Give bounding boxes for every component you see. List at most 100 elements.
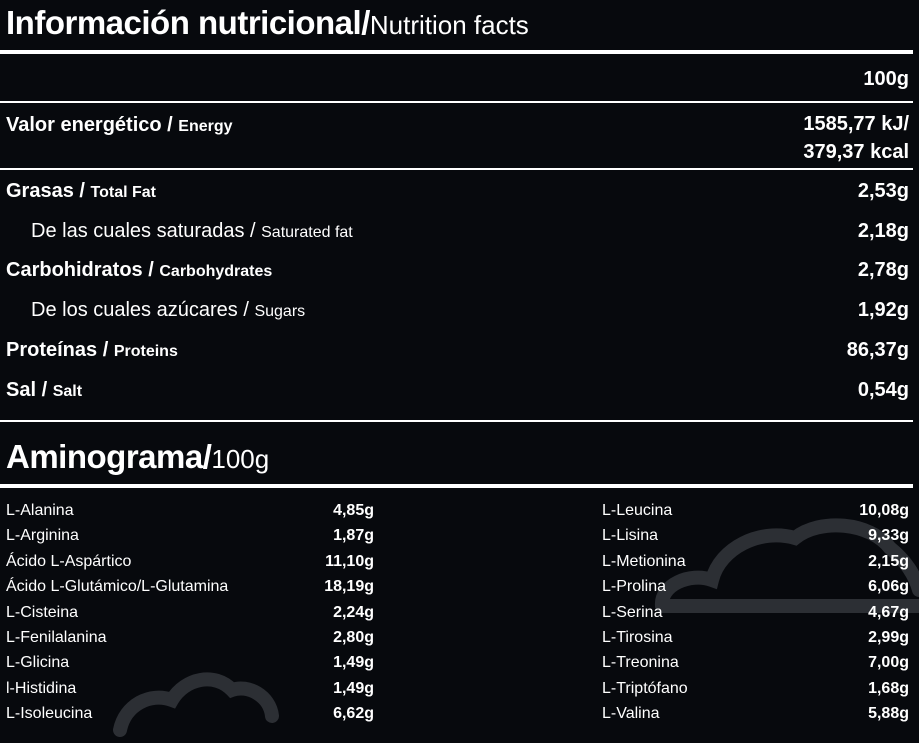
energy-kj-value: 1585,77 kJ/ bbox=[803, 113, 909, 135]
label-separator: / bbox=[244, 220, 262, 242]
label-separator: / bbox=[237, 299, 255, 321]
amino-acid-name: L-Isoleucina bbox=[6, 705, 93, 723]
amino-acid-name: L-Treonina bbox=[602, 654, 679, 672]
nutrient-name-es: Carbohidratos bbox=[6, 259, 143, 281]
amino-acid-name: Ácido L-Aspártico bbox=[6, 552, 132, 570]
nutrient-name-es: Proteínas bbox=[6, 339, 98, 361]
amino-acid-value: 5,88g bbox=[868, 705, 909, 723]
amino-acid-row: L-Isoleucina 6,62g bbox=[6, 701, 374, 726]
amino-acid-value: 6,06g bbox=[868, 578, 909, 596]
aminogram-rule bbox=[0, 484, 913, 488]
amino-acid-value: 11,10g bbox=[325, 552, 374, 570]
header-rule bbox=[0, 101, 913, 103]
nutrient-value: 0,54g bbox=[857, 379, 909, 401]
amino-acid-row: L-Fenilalanina 2,80g bbox=[6, 625, 374, 650]
amino-acid-name: L-Leucina bbox=[602, 502, 673, 519]
amino-acid-row: L-Leucina 10,08g bbox=[602, 498, 909, 523]
amino-acid-name: L-Cisteina bbox=[6, 603, 79, 621]
amino-acid-row: L-Glicina 1,49g bbox=[6, 650, 374, 675]
amino-acid-value: 4,85g bbox=[333, 502, 374, 519]
label-separator: / bbox=[161, 114, 179, 136]
amino-acid-row: L-Serina 4,67g bbox=[602, 600, 909, 625]
amino-acid-row: Ácido L-Glutámico/L-Glutamina 18,19g bbox=[6, 574, 374, 599]
amino-acid-name: L-Tirosina bbox=[602, 628, 673, 646]
amino-acid-name: L-Triptófano bbox=[602, 679, 688, 697]
amino-acid-row: l-Histidina 1,49g bbox=[6, 676, 374, 701]
amino-acid-row: L-Triptófano 1,68g bbox=[602, 676, 909, 701]
nutrient-label: Proteínas / Proteins bbox=[6, 339, 178, 362]
nutrient-name-es: Sal bbox=[6, 379, 37, 401]
nutrient-name-en: Total Fat bbox=[90, 184, 156, 201]
amino-acid-row: L-Prolina 6,06g bbox=[602, 574, 909, 599]
amino-acid-name: L-Prolina bbox=[602, 578, 667, 596]
nutrient-name-en: Carbohydrates bbox=[159, 263, 273, 280]
amino-acid-row: L-Alanina 4,85g bbox=[6, 498, 374, 523]
nutrition-row: Valor energético / Energy 1585,77 kJ/379,… bbox=[0, 113, 909, 163]
label-separator: / bbox=[36, 379, 53, 401]
amino-acid-value: 9,33g bbox=[868, 527, 909, 545]
nutrient-value: 2,78g bbox=[857, 259, 909, 281]
column-header-100g: 100g bbox=[863, 68, 909, 90]
nutrient-label: De los cuales azúcares / Sugars bbox=[31, 299, 305, 322]
nutrient-name-en: Proteins bbox=[113, 343, 178, 360]
nutrient-value: 2,18g bbox=[857, 220, 909, 242]
aminogram-right-column: L-Leucina 10,08g L-Lisina 9,33g L-Metionina 2… bbox=[602, 498, 909, 727]
amino-acid-value: 1,68g bbox=[868, 679, 909, 697]
amino-acid-row: L-Treonina 7,00g bbox=[602, 650, 909, 675]
energy-kcal-value: 379,37 kcal bbox=[803, 141, 909, 163]
nutrition-row: Grasas / Total Fat 2,53g bbox=[0, 180, 909, 210]
amino-acid-value: 7,00g bbox=[868, 654, 909, 672]
label-separator: / bbox=[97, 339, 114, 361]
amino-acid-name: L-Metionina bbox=[602, 552, 686, 570]
amino-acid-name: L-Lisina bbox=[602, 527, 659, 545]
nutrient-name-es: Valor energético bbox=[6, 114, 162, 136]
nutrient-name-es: De las cuales saturadas bbox=[31, 220, 245, 242]
nutrition-row: De los cuales azúcares / Sugars 1,92g bbox=[0, 299, 909, 329]
nutrition-row: Carbohidratos / Carbohydrates 2,78g bbox=[0, 259, 909, 289]
nutrient-name-en: Salt bbox=[52, 383, 83, 400]
amino-acid-name: L-Arginina bbox=[6, 527, 79, 545]
aminogram-left-column: L-Alanina 4,85g L-Arginina 1,87g Ácido L-Asp… bbox=[6, 498, 374, 727]
nutrient-label: Valor energético / Energy bbox=[6, 114, 233, 137]
aminogram-title: Aminograma/100g bbox=[6, 438, 269, 476]
nutrition-title: Información nutricional/Nutrition facts bbox=[6, 4, 529, 42]
amino-acid-row: L-Arginina 1,87g bbox=[6, 523, 374, 548]
amino-acid-row: L-Cisteina 2,24g bbox=[6, 600, 374, 625]
amino-acid-name: L-Glicina bbox=[6, 654, 70, 672]
amino-acid-value: 1,49g bbox=[333, 654, 374, 672]
nutrient-value: 86,37g bbox=[846, 339, 909, 361]
nutrition-bottom-rule bbox=[0, 420, 913, 422]
aminogram-title-es: Aminograma/ bbox=[6, 438, 212, 475]
amino-acid-value: 18,19g bbox=[324, 578, 374, 596]
amino-acid-value: 2,99g bbox=[868, 628, 909, 646]
amino-acid-row: L-Metionina 2,15g bbox=[602, 549, 909, 574]
nutrition-row: Sal / Salt 0,54g bbox=[0, 379, 909, 409]
nutrient-value: 1585,77 kJ/379,37 kcal bbox=[803, 110, 909, 166]
nutrition-title-en: Nutrition facts bbox=[369, 10, 529, 40]
nutrient-value: 2,53g bbox=[857, 180, 909, 202]
amino-acid-value: 6,62g bbox=[333, 705, 374, 723]
amino-acid-row: Ácido L-Aspártico 11,10g bbox=[6, 549, 374, 574]
amino-acid-value: 10,08g bbox=[859, 502, 909, 519]
nutrient-label: Sal / Salt bbox=[6, 379, 82, 402]
nutrient-name-en: Energy bbox=[178, 118, 233, 135]
nutrition-top-rule bbox=[0, 50, 913, 54]
amino-acid-value: 2,15g bbox=[868, 552, 909, 570]
nutrient-label: De las cuales saturadas / Saturated fat bbox=[31, 220, 353, 243]
nutrition-row: De las cuales saturadas / Saturated fat 2… bbox=[0, 220, 909, 250]
label-separator: / bbox=[73, 180, 91, 202]
amino-acid-value: 1,49g bbox=[333, 679, 374, 697]
energy-rule bbox=[0, 168, 913, 170]
nutrient-name-en: Sugars bbox=[254, 303, 306, 320]
amino-acid-name: L-Fenilalanina bbox=[6, 628, 107, 646]
amino-acid-value: 2,80g bbox=[333, 628, 374, 646]
aminogram-title-en: 100g bbox=[211, 444, 270, 474]
amino-acid-name: Ácido L-Glutámico/L-Glutamina bbox=[6, 578, 229, 596]
nutrient-label: Grasas / Total Fat bbox=[6, 180, 156, 203]
amino-acid-row: L-Lisina 9,33g bbox=[602, 523, 909, 548]
amino-acid-value: 4,67g bbox=[868, 603, 909, 621]
nutrient-label: Carbohidratos / Carbohydrates bbox=[6, 259, 272, 282]
nutrient-name-en: Saturated fat bbox=[261, 224, 353, 241]
amino-acid-row: L-Valina 5,88g bbox=[602, 701, 909, 726]
nutrition-title-es: Información nutricional/ bbox=[6, 4, 370, 41]
